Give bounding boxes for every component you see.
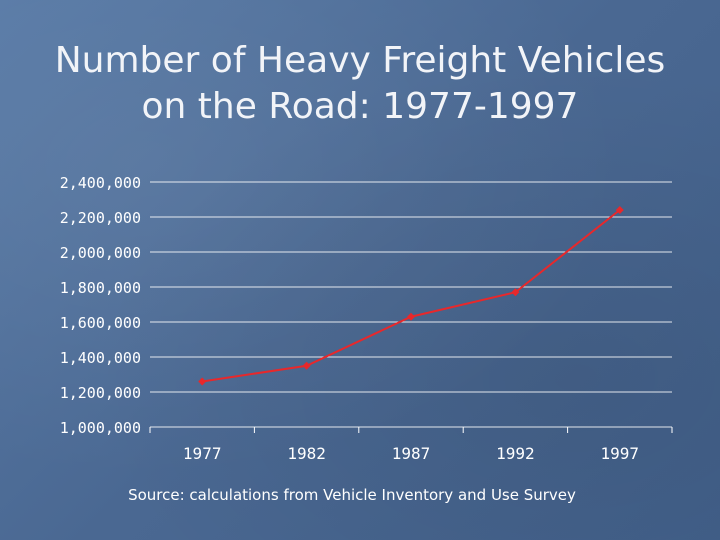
y-axis-tick-labels: 1,000,000 1,200,000 1,400,000 1,600,000 1,80… <box>60 174 141 437</box>
y-tick-label: 2,200,000 <box>60 209 141 227</box>
data-point-marker <box>511 288 520 297</box>
data-point-marker <box>302 361 311 370</box>
y-tick-label: 2,000,000 <box>60 244 141 262</box>
data-point-marker <box>407 312 415 321</box>
y-tick-label: 2,400,000 <box>60 174 141 192</box>
title-line-1: Number of Heavy Freight Vehicles <box>54 40 666 81</box>
y-tick-label: 1,400,000 <box>60 349 141 367</box>
x-tick-label: 1987 <box>392 444 431 463</box>
data-point-marker <box>615 206 624 214</box>
x-tick-label: 1992 <box>496 444 535 463</box>
x-tick-label: 1997 <box>601 444 640 463</box>
x-axis-tick-labels: 1977 1982 1987 1992 1997 <box>183 444 639 463</box>
y-tick-label: 1,200,000 <box>60 384 141 402</box>
gridlines <box>149 181 673 433</box>
x-tick-label: 1977 <box>183 444 222 463</box>
source-note: Source: calculations from Vehicle Invent… <box>128 486 576 504</box>
slide-title: Number of Heavy Freight Vehicles on the … <box>0 38 720 130</box>
series-line <box>202 209 621 383</box>
y-tick-label: 1,800,000 <box>60 279 141 297</box>
y-tick-label: 1,000,000 <box>60 419 141 437</box>
title-line-2: on the Road: 1977-1997 <box>141 86 579 127</box>
series-layer <box>198 206 624 386</box>
x-tick-label: 1982 <box>287 444 326 463</box>
y-tick-label: 1,600,000 <box>60 314 141 332</box>
data-point-marker <box>198 377 207 386</box>
